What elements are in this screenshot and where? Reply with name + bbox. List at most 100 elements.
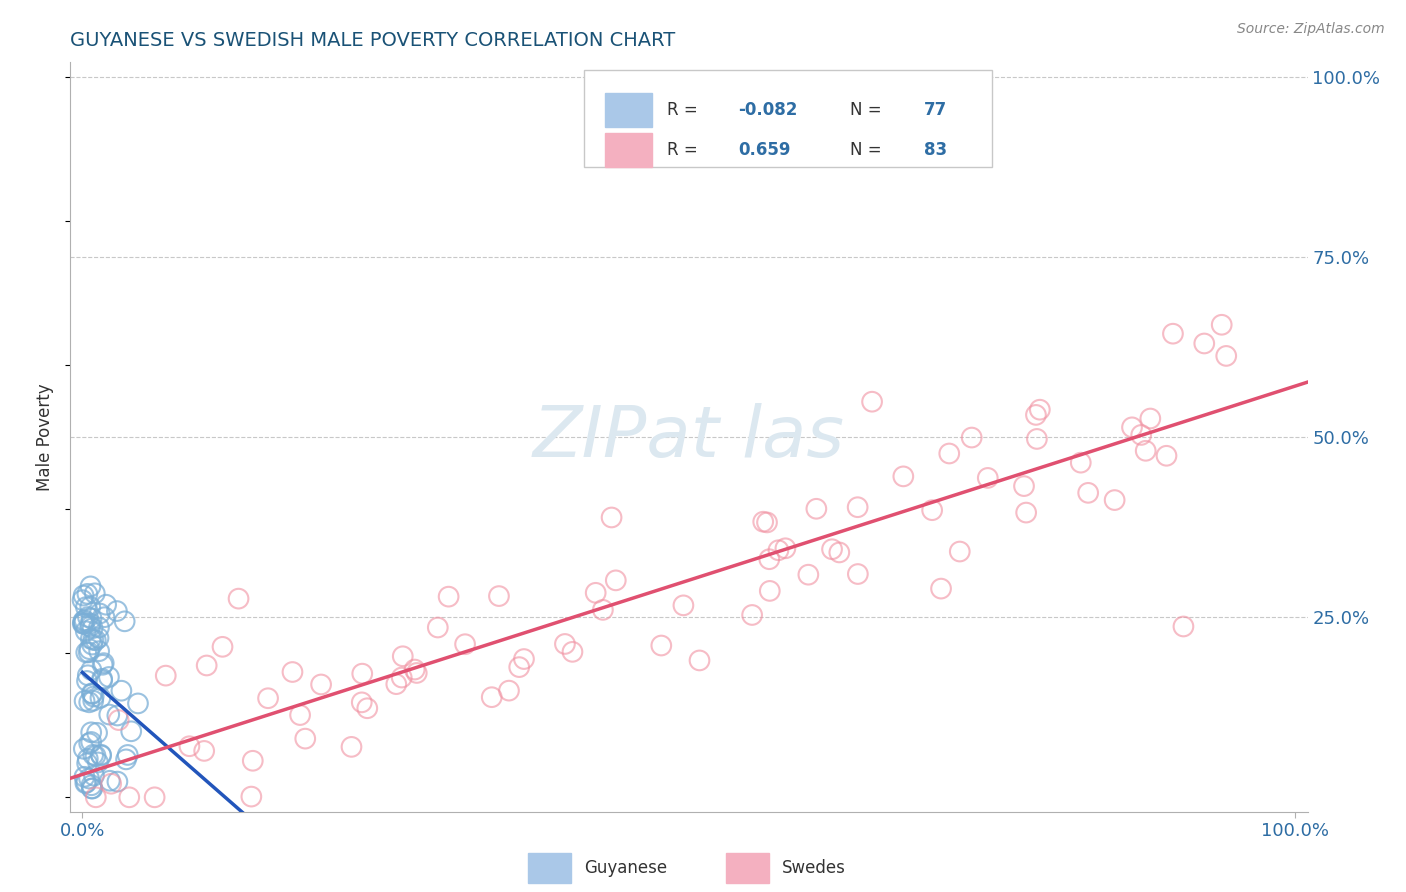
Point [80,735,103,749]
FancyBboxPatch shape [583,70,993,168]
Point [756,516,779,530]
Point [82,632,104,647]
Text: -0.082: -0.082 [738,101,797,119]
Point [1070,456,1092,470]
Text: 77: 77 [924,101,948,119]
Point [211,640,233,654]
Point [1025,432,1047,446]
Point [561,645,583,659]
Point [242,754,264,768]
Point [105,604,128,618]
Point [79,599,101,614]
Point [82,747,104,762]
Point [79,579,101,593]
Point [797,567,820,582]
Point [488,589,510,603]
Point [83,769,105,783]
Point [80,725,103,739]
Point [80,778,103,792]
Point [1135,443,1157,458]
Text: GUYANESE VS SWEDISH MALE POVERTY CORRELATION CHART: GUYANESE VS SWEDISH MALE POVERTY CORRELA… [70,30,675,50]
Text: Guyanese: Guyanese [583,859,666,877]
Point [72,589,94,603]
Point [127,697,149,711]
Point [513,652,536,666]
Point [89,607,111,621]
Point [1077,486,1099,500]
Point [72,616,94,631]
Point [97,670,120,684]
Point [340,739,363,754]
Point [93,656,115,670]
Text: 0.659: 0.659 [738,141,792,159]
Point [87,620,110,634]
Point [1211,318,1233,332]
Point [1130,428,1153,442]
Point [79,620,101,634]
Point [689,653,711,667]
Point [77,645,100,659]
Point [758,552,780,566]
Point [960,431,983,445]
Point [405,665,427,680]
Point [1029,402,1052,417]
Point [90,748,112,763]
Point [76,752,98,766]
Point [73,694,96,708]
Point [75,624,97,639]
Point [84,633,107,648]
Point [605,574,627,588]
Point [775,541,797,556]
Point [426,620,449,634]
Text: R =: R = [666,141,703,159]
Point [228,591,250,606]
Point [80,663,103,677]
Point [82,694,104,708]
Point [94,598,117,612]
Point [72,593,94,607]
Point [592,603,614,617]
Point [73,742,96,756]
Point [75,775,97,789]
Point [741,607,763,622]
Point [80,781,103,796]
Point [1015,506,1038,520]
Point [117,747,139,762]
Point [76,587,98,601]
Point [309,677,332,691]
Point [82,621,104,635]
Point [554,637,576,651]
Point [977,471,1000,485]
Point [240,789,263,804]
Point [193,744,215,758]
Point [1121,420,1143,434]
Point [87,756,110,770]
Point [585,586,607,600]
Point [143,790,166,805]
Point [120,724,142,739]
Point [73,613,96,627]
Point [89,644,111,658]
Point [80,632,103,646]
Point [498,683,520,698]
Point [179,739,201,754]
Bar [725,853,769,883]
Point [1025,408,1047,422]
Point [352,666,374,681]
Text: 83: 83 [924,141,948,159]
Point [77,610,100,624]
Point [481,690,503,705]
Point [91,673,114,688]
Point [87,631,110,645]
Point [91,672,114,686]
Point [846,500,869,515]
Point [100,777,122,791]
Point [80,611,103,625]
Text: Source: ZipAtlas.com: Source: ZipAtlas.com [1237,22,1385,37]
Point [82,638,104,652]
Point [79,642,101,657]
Point [391,671,413,685]
Point [77,736,100,750]
Point [93,610,115,624]
Point [98,773,121,788]
